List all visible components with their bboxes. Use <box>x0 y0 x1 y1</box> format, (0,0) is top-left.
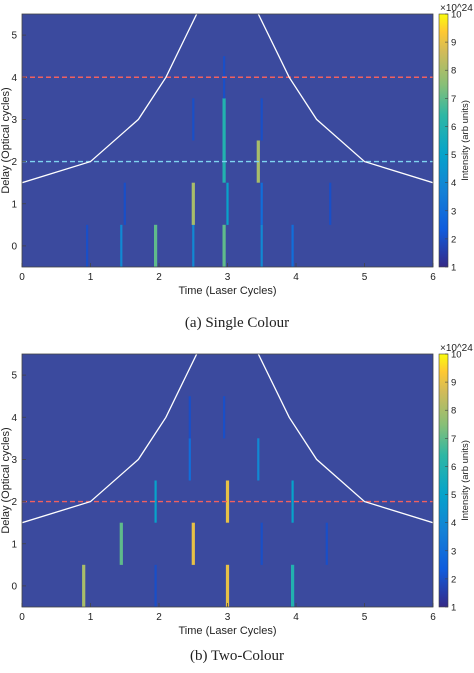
panel-two-colour: 0 1 2 3 4 5 6 0 1 2 3 4 5 Time (Laser Cycles) Delay (O… <box>0 343 473 637</box>
heatmap-streak <box>291 480 294 523</box>
heatmap-streak <box>188 396 191 439</box>
heatmap-streak <box>123 182 126 225</box>
heatmap-streak <box>86 224 89 267</box>
heatmap-streak <box>223 396 226 439</box>
y-tick-label: 2 <box>11 157 17 168</box>
x-tick-label: 2 <box>156 612 162 623</box>
y-tick-label: 5 <box>11 31 17 42</box>
colorbar-tick-label: 8 <box>451 66 456 77</box>
y-tick-label: 3 <box>11 115 17 126</box>
x-tick-label: 5 <box>362 612 368 623</box>
heatmap-streak <box>291 564 295 607</box>
heatmap-streak <box>120 224 123 267</box>
colorbar-tick-label: 2 <box>451 234 456 245</box>
colorbar-tick-label: 4 <box>451 518 456 529</box>
colorbar <box>438 353 449 608</box>
colorbar-tick-label: 10 <box>451 350 462 361</box>
colorbar-tick-label: 10 <box>451 10 462 21</box>
heatmap-streak <box>222 224 226 267</box>
x-tick-label: 0 <box>19 612 25 623</box>
heatmap-streak <box>260 522 263 565</box>
colorbar-label: Intensity (arb units) <box>460 440 471 521</box>
y-axis-label: Delay (Optical cycles) <box>0 87 12 193</box>
x-axis-label: Time (Laser Cycles) <box>179 285 277 297</box>
heatmap-streak <box>188 438 191 481</box>
colorbar-tick-label: 6 <box>451 462 456 473</box>
x-tick-label: 1 <box>88 272 94 283</box>
colorbar-tick-label: 7 <box>451 94 456 105</box>
x-tick-label: 6 <box>430 272 436 283</box>
colorbar-tick-label: 2 <box>451 574 456 585</box>
colorbar-tick-label: 1 <box>451 603 456 614</box>
x-tick-label: 4 <box>293 612 299 623</box>
y-tick-label: 3 <box>11 455 17 466</box>
x-tick-label: 3 <box>225 272 231 283</box>
heatmap-streak <box>222 98 226 141</box>
colorbar-tick-label: 7 <box>451 434 456 445</box>
colorbar-tick-label: 3 <box>451 546 456 557</box>
heatmap-streak <box>154 224 158 267</box>
y-tick-label: 4 <box>11 73 17 84</box>
heatmap-streak <box>154 480 157 523</box>
heatmap-streak <box>329 182 332 225</box>
heatmap-streak <box>191 182 195 225</box>
x-tick-label: 1 <box>88 612 94 623</box>
x-tick-label: 4 <box>293 272 299 283</box>
caption-single-colour: (a) Single Colour <box>185 315 289 331</box>
colorbar-tick-label: 5 <box>451 150 456 161</box>
x-tick-label: 3 <box>225 612 231 623</box>
y-tick-label: 4 <box>11 413 17 424</box>
y-tick-label: 0 <box>11 581 17 592</box>
colorbar-label: Intensity (arb units) <box>460 100 471 181</box>
colorbar-tick-label: 5 <box>451 490 456 501</box>
heatmap-streak <box>225 564 230 607</box>
colorbar-tick-label: 3 <box>451 206 456 217</box>
y-tick-label: 1 <box>11 539 17 550</box>
envelope-curve <box>22 354 433 524</box>
colorbar <box>438 13 449 268</box>
y-tick-label: 2 <box>11 497 17 508</box>
heatmap-streak <box>260 224 263 267</box>
y-axis-label: Delay (Optical cycles) <box>0 427 12 533</box>
heatmap-streak <box>82 564 86 607</box>
x-axis-label: Time (Laser Cycles) <box>179 625 277 637</box>
heatmap-streak <box>226 182 229 225</box>
colorbar-tick-label: 9 <box>451 38 456 49</box>
x-tick-label: 6 <box>430 612 436 623</box>
heatmap-streak <box>119 522 123 565</box>
y-tick-label: 5 <box>11 371 17 382</box>
heatmap-area <box>22 354 433 607</box>
heatmap-streak <box>192 224 195 267</box>
x-tick-label: 0 <box>19 272 25 283</box>
heatmap-streak <box>225 480 230 523</box>
x-tick-label: 5 <box>362 272 368 283</box>
heatmap-background <box>22 14 433 267</box>
heatmap-streak <box>192 98 195 141</box>
heatmap-streak <box>291 224 294 267</box>
heatmap-streak <box>260 182 263 225</box>
heatmap-streak <box>191 522 195 565</box>
heatmap-streak <box>325 522 328 565</box>
y-tick-label: 0 <box>11 241 17 252</box>
heatmap-area <box>22 14 433 267</box>
envelope-curve <box>22 14 433 184</box>
colorbar-tick-label: 9 <box>451 378 456 389</box>
heatmap-streak <box>154 564 157 607</box>
colorbar-tick-label: 6 <box>451 122 456 133</box>
colorbar-tick-label: 8 <box>451 406 456 417</box>
colorbar-tick-label: 4 <box>451 178 456 189</box>
heatmap-streak <box>257 438 260 481</box>
x-tick-label: 2 <box>156 272 162 283</box>
y-tick-label: 1 <box>11 199 17 210</box>
panel-single-colour: 0 1 2 3 4 5 6 0 1 2 3 4 5 Time (Laser Cycles) Delay (O… <box>0 3 473 297</box>
colorbar-tick-label: 1 <box>451 263 456 274</box>
colorbar-exponent: ×10^24 <box>440 343 473 354</box>
heatmap-streak <box>260 98 263 141</box>
colorbar-exponent: ×10^24 <box>440 3 473 14</box>
caption-two-colour: (b) Two-Colour <box>190 648 284 664</box>
